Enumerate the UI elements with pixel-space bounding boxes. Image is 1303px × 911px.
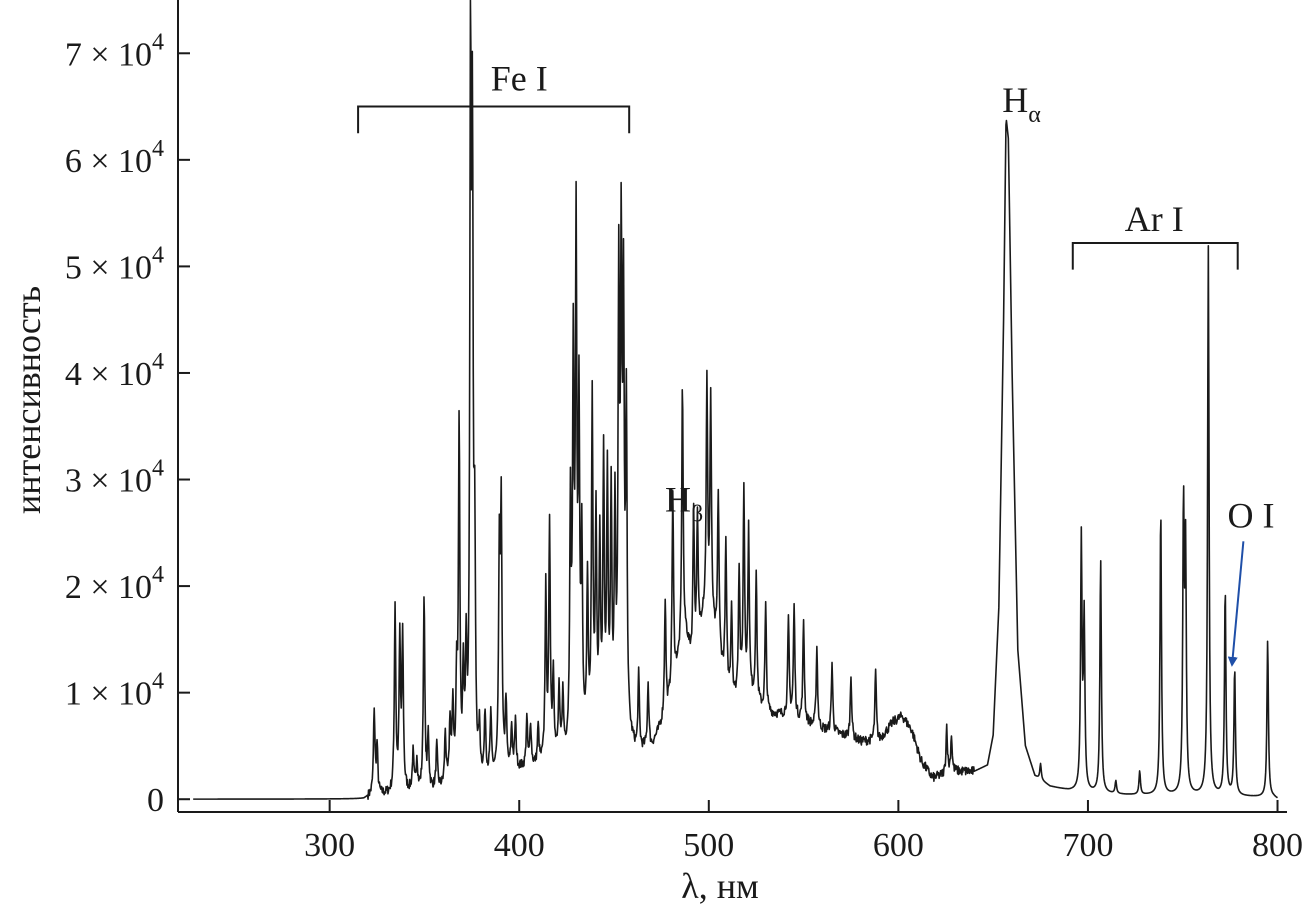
x-axis-title: λ, нм — [681, 866, 759, 906]
ar-i-label: Ar I — [1125, 199, 1184, 239]
h-beta-label: Hβ — [665, 479, 703, 527]
axes — [177, 0, 1287, 813]
y-axis-title: интенсивность — [8, 286, 48, 514]
spectrum-series-line — [192, 0, 1278, 801]
ar-i-bracket — [1071, 241, 1239, 270]
y-tick-label: 5 × 104 — [65, 242, 164, 286]
y-tick-label: 2 × 104 — [65, 562, 164, 606]
fe-i-bracket — [357, 105, 631, 134]
annotations: Fe I Ar I Hα Hβ O I — [357, 59, 1274, 667]
x-tick-label: 500 — [683, 827, 734, 864]
y-tick-label: 3 × 104 — [65, 456, 164, 500]
x-tick-label: 600 — [873, 827, 924, 864]
x-tick-label: 400 — [494, 827, 545, 864]
x-tick-label: 800 — [1252, 827, 1303, 864]
x-tick-label: 300 — [304, 827, 355, 864]
y-tick-label: 6 × 104 — [65, 136, 164, 180]
h-alpha-label: Hα — [1002, 80, 1041, 128]
series — [192, 0, 1278, 801]
axis-ticks: 300 400 500 600 700 800 0 1 × 104 2 × 104 3 × 104… — [65, 29, 1303, 864]
y-tick-label: 0 — [147, 782, 164, 819]
fe-i-label: Fe I — [491, 59, 548, 99]
x-tick-label: 700 — [1062, 827, 1113, 864]
y-tick-label: 4 × 104 — [65, 349, 164, 393]
y-tick-label: 1 × 104 — [65, 669, 164, 713]
o-i-label: O I — [1227, 495, 1274, 535]
y-tick-label: 7 × 104 — [65, 29, 164, 73]
o-i-arrow — [1227, 541, 1245, 667]
